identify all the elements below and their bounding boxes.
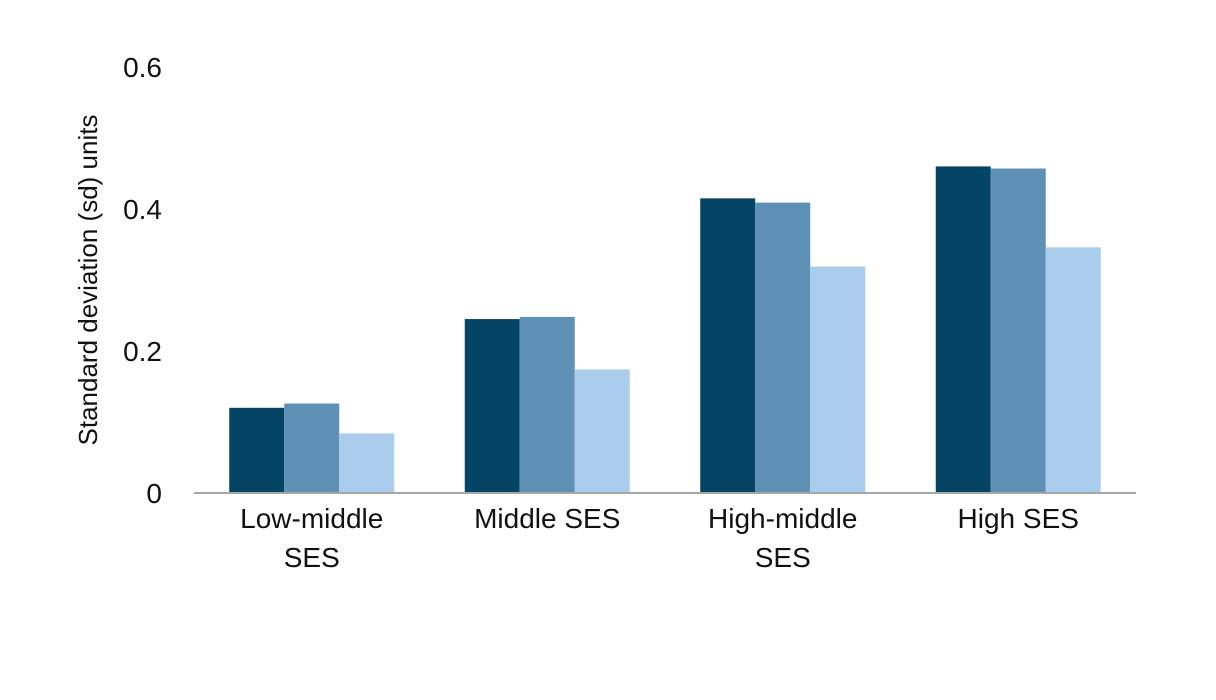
y-tick-label: 0.4: [123, 194, 162, 225]
x-category-label: High SES: [958, 503, 1079, 534]
bar-series-3-category-4: [1045, 247, 1101, 493]
y-axis-title: Standard deviation (sd) units: [73, 115, 103, 446]
bar-series-2-category-1: [284, 403, 340, 493]
x-category-label-line: SES: [284, 542, 340, 573]
bar-series-1-category-3: [700, 198, 756, 493]
y-tick-label: 0.2: [123, 336, 162, 367]
y-tick-label: 0: [146, 478, 162, 509]
x-category-label: Low-middle SES: [240, 503, 383, 573]
y-axis-ticks: 0 0.2 0.4 0.6: [123, 52, 162, 509]
x-category-label: High-middle SES: [708, 503, 857, 573]
bar-series-2-category-2: [519, 316, 575, 493]
bar-series-1-category-4: [935, 166, 991, 493]
x-category-label-line: Middle SES: [474, 503, 620, 534]
bar-series-2-category-3: [755, 202, 811, 494]
y-tick-label: 0.6: [123, 52, 162, 83]
x-category-label-line: Low-middle: [240, 503, 383, 534]
bar-series-1-category-1: [229, 407, 285, 493]
bar-series-3-category-1: [339, 433, 395, 493]
bar-series-2-category-4: [990, 168, 1046, 493]
bar-series-3-category-3: [810, 266, 866, 493]
bar-series-3-category-2: [574, 369, 630, 493]
bars: [229, 166, 1101, 494]
x-category-label-line: High SES: [958, 503, 1079, 534]
x-category-label-line: High-middle: [708, 503, 857, 534]
x-category-label-line: SES: [755, 542, 811, 573]
x-category-label: Middle SES: [474, 503, 620, 534]
bar-series-1-category-2: [464, 319, 520, 493]
